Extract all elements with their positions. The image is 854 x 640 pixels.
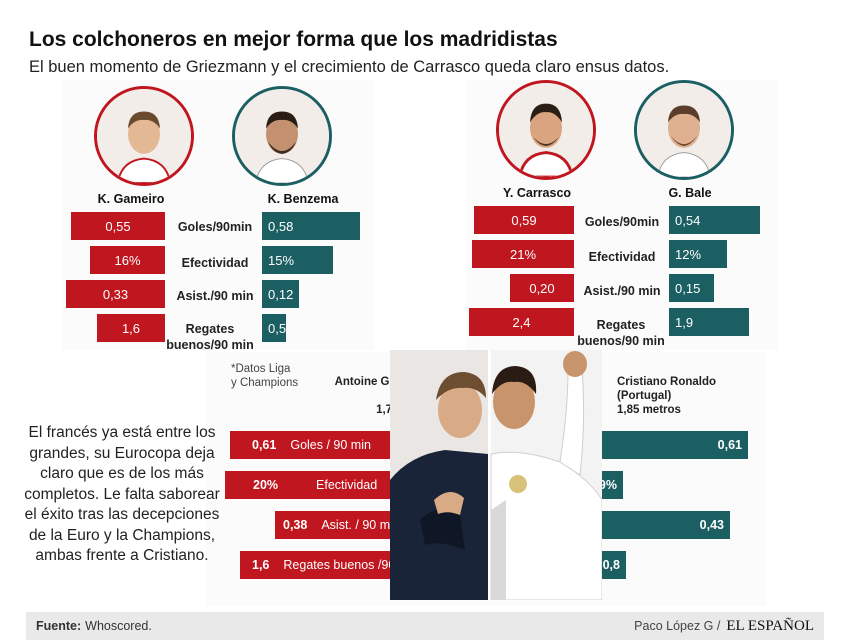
page-title: Los colchoneros en mejor forma que los m…	[29, 28, 558, 51]
bar-carrasco-efectividad: 21%	[472, 240, 574, 268]
ronaldo-name: Cristiano Ronaldo (Portugal) 1,85 metros	[617, 376, 717, 416]
editorial-quote: El francés ya está entre los grandes, su…	[24, 424, 220, 564]
bar-value: 0,38	[283, 518, 308, 532]
el-espanol-logo: EL ESPAÑOL	[726, 617, 814, 634]
metric-label-efectividad-right: Efectividad	[588, 250, 656, 264]
bar-value: 20%	[253, 478, 279, 492]
data-note: *Datos Liga y Champions	[231, 363, 299, 389]
bar-label: Goles / 90 min	[290, 438, 371, 452]
bar-gameiro-efectividad: 16%	[90, 246, 165, 274]
metric-label-goles-right: Goles/90min	[584, 215, 660, 229]
carrasco-avatar	[496, 80, 596, 180]
bale-name: G. Bale	[668, 186, 712, 200]
bar-gameiro-goles: 0,55	[71, 212, 165, 240]
metric-label-asist-right: Asist./90 min	[583, 284, 661, 298]
metric-label-efectividad-left: Efectividad	[181, 256, 249, 270]
bar-bale-goles: 0,54	[669, 206, 760, 234]
benzema-avatar	[232, 86, 332, 186]
source-label: Fuente:	[36, 619, 82, 633]
bar-label: Asist. / 90 min	[321, 518, 400, 532]
author-credit: Paco López G /	[634, 619, 721, 633]
bar-benzema-efectividad: 15%	[262, 246, 333, 274]
bale-avatar	[634, 80, 734, 180]
bar-carrasco-regates: 2,4	[469, 308, 574, 336]
bar-bale-efectividad: 12%	[669, 240, 727, 268]
bar-label: Efectividad	[316, 478, 378, 492]
gameiro-name: K. Gameiro	[97, 192, 165, 206]
source-text: Whoscored.	[85, 619, 152, 633]
bar-value: 0,61	[252, 438, 277, 452]
metric-label-regates-right: Regates buenos/90 min	[577, 318, 665, 348]
bar-carrasco-goles: 0,59	[474, 206, 574, 234]
metric-label-asist-left: Asist./90 min	[176, 289, 254, 303]
benzema-name: K. Benzema	[267, 192, 339, 206]
bar-carrasco-asist: 0,20	[510, 274, 574, 302]
footer: Fuente: Whoscored. Paco López G / EL ESP…	[26, 612, 824, 640]
bar-benzema-goles: 0,58	[262, 212, 360, 240]
bar-gameiro-asist: 0,33	[66, 280, 165, 308]
gameiro-avatar	[94, 86, 194, 186]
bar-gameiro-regates: 1,6	[97, 314, 165, 342]
bar-label: Regates buenos /90 min	[283, 558, 419, 572]
carrasco-name: Y. Carrasco	[502, 186, 572, 200]
bar-bale-asist: 0,15	[669, 274, 714, 302]
bar-benzema-regates: 0,5	[262, 314, 286, 342]
bar-bale-regates: 1,9	[669, 308, 749, 336]
metric-label-goles-left: Goles/90min	[177, 220, 253, 234]
page-subtitle: El buen momento de Griezmann y el crecim…	[29, 58, 670, 76]
bar-benzema-asist: 0,12	[262, 280, 299, 308]
metric-label-regates-left: Regates buenos/90 min	[166, 322, 254, 352]
players-photo	[390, 350, 602, 600]
bar-value: 1,6	[252, 558, 270, 572]
